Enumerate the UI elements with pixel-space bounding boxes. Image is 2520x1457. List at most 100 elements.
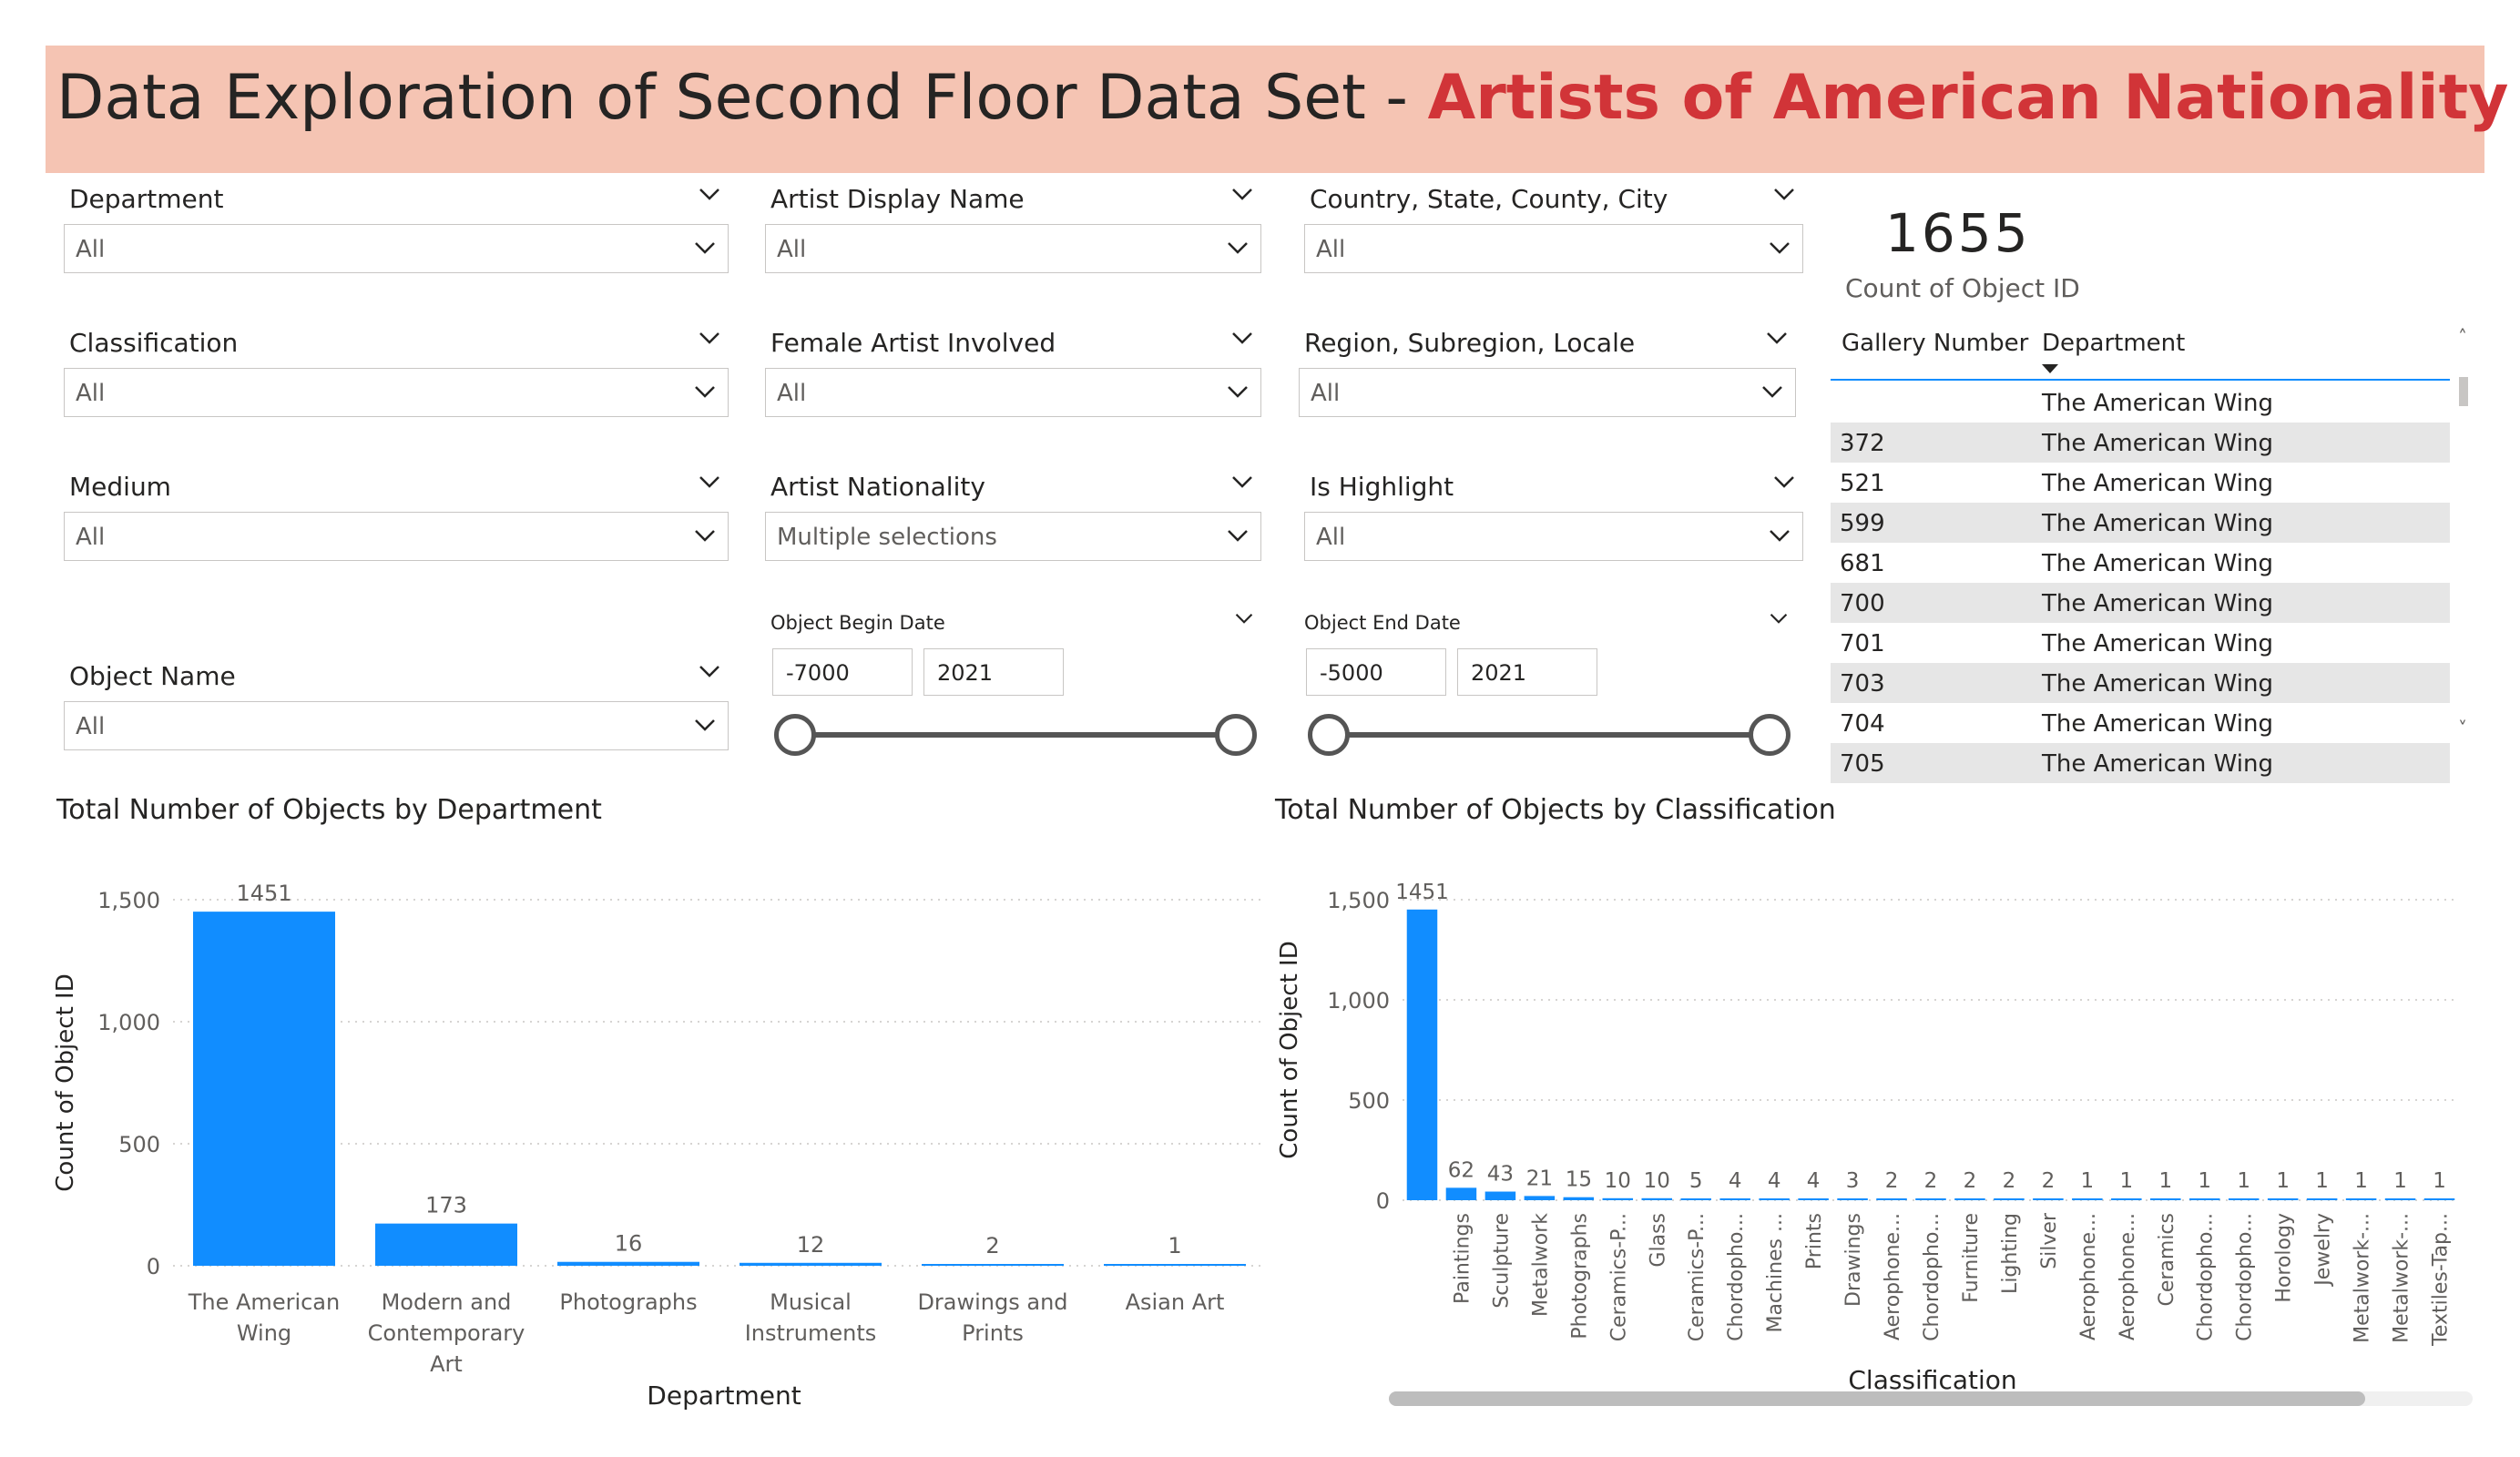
range-track xyxy=(1331,732,1774,738)
slicer-header: Department xyxy=(64,178,729,219)
scrollbar-thumb[interactable] xyxy=(1389,1391,2365,1406)
slicer-header: Classification xyxy=(64,322,729,362)
bar xyxy=(2072,1198,2103,1200)
begin-date-max-input[interactable]: 2021 xyxy=(923,648,1064,696)
x-tick-label: Textiles-Tap... xyxy=(2430,1213,2453,1347)
collapse-chevron-icon[interactable] xyxy=(1230,326,1254,350)
dropdown-region[interactable]: All xyxy=(1299,368,1796,417)
bar xyxy=(193,912,335,1266)
scroll-down-icon[interactable]: ˅ xyxy=(2458,718,2467,739)
x-tick-label: Asian Art xyxy=(1126,1289,1225,1315)
column-header-department[interactable]: Department xyxy=(2042,330,2186,357)
range-max-handle[interactable] xyxy=(1749,714,1791,756)
dropdown-medium[interactable]: All xyxy=(64,512,729,561)
column-header-gallery-number[interactable]: Gallery Number xyxy=(1842,330,2029,357)
data-label: 1 xyxy=(2119,1169,2133,1193)
bar xyxy=(1104,1264,1246,1266)
begin-date-min-input[interactable]: -7000 xyxy=(772,648,913,696)
dropdown-is-highlight[interactable]: All xyxy=(1304,512,1803,561)
collapse-chevron-icon[interactable] xyxy=(698,659,721,683)
dropdown-department[interactable]: All xyxy=(64,224,729,273)
scrollbar-thumb[interactable] xyxy=(2459,377,2468,406)
bar xyxy=(740,1262,882,1266)
x-tick-label: Modern and xyxy=(382,1289,512,1315)
collapse-chevron-icon[interactable] xyxy=(1234,608,1254,628)
slicer-department[interactable]: Department All xyxy=(64,178,729,279)
table-row[interactable]: 599 The American Wing xyxy=(1831,503,2450,543)
x-tick-label: Ceramics xyxy=(2156,1213,2178,1307)
x-tick-label: Photographs xyxy=(559,1289,697,1315)
bar xyxy=(1445,1187,1477,1200)
dropdown-artist-display-name[interactable]: All xyxy=(765,224,1261,273)
dropdown-female-artist[interactable]: All xyxy=(765,368,1261,417)
slicer-country[interactable]: Country, State, County, City All xyxy=(1304,178,1803,279)
dropdown-country[interactable]: All xyxy=(1304,224,1803,273)
collapse-chevron-icon[interactable] xyxy=(1230,470,1254,494)
dropdown-classification[interactable]: All xyxy=(64,368,729,417)
data-label: 5 xyxy=(1689,1169,1703,1193)
table-row[interactable]: 703 The American Wing xyxy=(1831,663,2450,703)
x-axis-title: Classification xyxy=(1848,1365,2016,1395)
range-min-handle[interactable] xyxy=(1308,714,1350,756)
slicer-artist-display-name[interactable]: Artist Display Name All xyxy=(765,178,1261,279)
bar xyxy=(375,1223,517,1266)
collapse-chevron-icon[interactable] xyxy=(1765,326,1789,350)
end-date-min-input[interactable]: -5000 xyxy=(1306,648,1446,696)
data-label: 2 xyxy=(1964,1169,1977,1193)
chevron-down-icon xyxy=(695,530,715,542)
dropdown-object-name[interactable]: All xyxy=(64,701,729,750)
table-row[interactable]: 700 The American Wing xyxy=(1831,583,2450,623)
slicer-artist-nationality[interactable]: Artist Nationality Multiple selections xyxy=(765,466,1261,566)
table-row[interactable]: 704 The American Wing xyxy=(1831,703,2450,743)
cell-department: The American Wing xyxy=(2042,390,2273,417)
bar xyxy=(922,1264,1064,1266)
y-tick-label: 1,500 xyxy=(97,888,160,913)
card-value: 1655 xyxy=(1885,202,2031,264)
bar xyxy=(2306,1198,2338,1200)
table-row[interactable]: 372 The American Wing xyxy=(1831,423,2450,463)
table-row[interactable]: 701 The American Wing xyxy=(1831,623,2450,663)
bar xyxy=(2345,1198,2377,1200)
x-tick-label: Art xyxy=(430,1351,463,1377)
input-value: -5000 xyxy=(1320,660,1383,686)
range-min-handle[interactable] xyxy=(774,714,816,756)
cell-department: The American Wing xyxy=(2042,590,2273,617)
data-label: 12 xyxy=(797,1232,825,1258)
slicer-title: Artist Display Name xyxy=(770,184,1025,214)
slicer-region[interactable]: Region, Subregion, Locale All xyxy=(1299,322,1796,423)
data-label: 2 xyxy=(985,1233,999,1258)
x-tick-label: Contemporary xyxy=(368,1320,525,1346)
bar xyxy=(1641,1197,1673,1200)
slicer-title: Object Name xyxy=(69,661,236,691)
slicer-classification[interactable]: Classification All xyxy=(64,322,729,423)
x-tick-label: Sculpture xyxy=(1490,1213,1513,1309)
collapse-chevron-icon[interactable] xyxy=(698,326,721,350)
collapse-chevron-icon[interactable] xyxy=(698,182,721,206)
table-row[interactable]: The American Wing xyxy=(1831,382,2450,423)
collapse-chevron-icon[interactable] xyxy=(1230,182,1254,206)
slicer-female-artist[interactable]: Female Artist Involved All xyxy=(765,322,1261,423)
table-row[interactable]: 521 The American Wing xyxy=(1831,463,2450,503)
slicer-header: Artist Display Name xyxy=(765,178,1261,219)
table-vertical-scrollbar[interactable]: ˄ ˅ xyxy=(2455,326,2472,776)
slicer-is-highlight[interactable]: Is Highlight All xyxy=(1304,466,1803,566)
range-track xyxy=(791,732,1235,738)
collapse-chevron-icon[interactable] xyxy=(1769,608,1789,628)
data-label: 1 xyxy=(2276,1169,2290,1193)
collapse-chevron-icon[interactable] xyxy=(1772,470,1796,494)
slicer-object-name[interactable]: Object Name All xyxy=(64,656,729,756)
scroll-up-icon[interactable]: ˄ xyxy=(2458,326,2467,348)
table-row[interactable]: 705 The American Wing xyxy=(1831,743,2450,783)
cell-department: The American Wing xyxy=(2042,630,2273,657)
slicer-medium[interactable]: Medium All xyxy=(64,466,729,566)
collapse-chevron-icon[interactable] xyxy=(1772,182,1796,206)
cell-gallery-number: 704 xyxy=(1840,710,1885,738)
table-row[interactable]: 681 The American Wing xyxy=(1831,543,2450,583)
collapse-chevron-icon[interactable] xyxy=(698,470,721,494)
data-label: 1 xyxy=(2237,1169,2250,1193)
range-max-handle[interactable] xyxy=(1215,714,1257,756)
chart-horizontal-scrollbar[interactable] xyxy=(1389,1391,2473,1406)
bar xyxy=(1563,1197,1595,1200)
dropdown-artist-nationality[interactable]: Multiple selections xyxy=(765,512,1261,561)
end-date-max-input[interactable]: 2021 xyxy=(1457,648,1597,696)
